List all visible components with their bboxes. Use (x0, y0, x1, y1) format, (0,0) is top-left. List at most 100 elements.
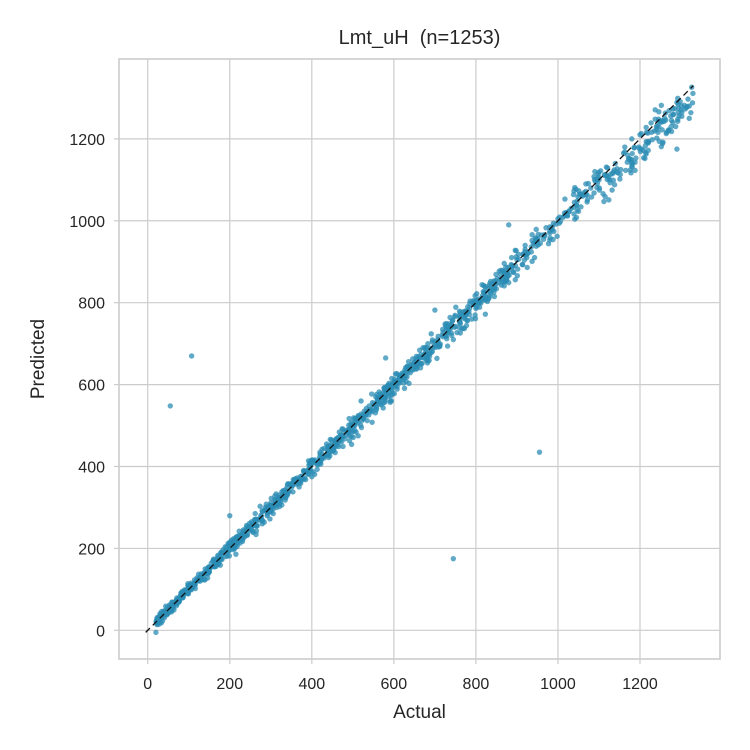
scatter-point (382, 388, 389, 394)
scatter-point (346, 438, 353, 444)
scatter-point (529, 237, 535, 244)
scatter-point (276, 501, 283, 507)
scatter-point (493, 271, 499, 278)
scatter-point (470, 297, 477, 304)
scatter-point (215, 552, 221, 559)
scatter-point (226, 541, 233, 548)
scatter-point (355, 433, 361, 439)
scatter-point (591, 190, 597, 196)
scatter-point (253, 531, 259, 538)
scatter-point (433, 344, 439, 351)
scatter-point (450, 336, 457, 343)
scatter-point (622, 144, 628, 150)
scatter-point (529, 258, 535, 265)
scatter-point (222, 553, 228, 560)
scatter-point (556, 214, 563, 220)
scatter-point (340, 443, 346, 450)
scatter-point (628, 170, 634, 176)
scatter-point (434, 355, 440, 362)
scatter-point (227, 547, 233, 553)
scatter-point (683, 105, 690, 111)
scatter-point (515, 266, 521, 272)
scatter-point (466, 308, 472, 314)
scatter-point (369, 419, 375, 425)
scatter-point (227, 512, 233, 519)
scatter-point (600, 191, 606, 197)
scatter-point (503, 277, 509, 284)
scatter-point (491, 293, 498, 300)
x-tick-label: 1200 (622, 676, 658, 693)
scatter-point (421, 355, 427, 361)
scatter-point (640, 147, 646, 154)
scatter-point (573, 214, 580, 221)
scatter-point (285, 481, 291, 487)
scatter-point (658, 102, 665, 108)
scatter-point (576, 191, 582, 197)
scatter-point (524, 264, 530, 271)
scatter-point (442, 322, 449, 329)
scatter-point (509, 265, 515, 271)
scatter-point (613, 169, 620, 175)
scatter-point (373, 407, 379, 413)
x-tick-label: 0 (143, 676, 152, 693)
scatter-point (474, 290, 480, 297)
scatter-point (179, 594, 185, 600)
scatter-point (296, 484, 302, 490)
scatter-point (357, 422, 364, 428)
scatter-point (659, 127, 665, 133)
scatter-point (672, 123, 679, 130)
scatter-point (368, 406, 374, 413)
scatter-point (675, 116, 681, 122)
scatter-point (251, 522, 258, 529)
scatter-point (553, 221, 559, 227)
scatter-point (508, 254, 515, 261)
y-tick-label: 600 (78, 378, 105, 395)
scatter-point (239, 536, 246, 543)
scatter-point (472, 312, 478, 318)
scatter-point (325, 443, 331, 449)
x-tick-label: 400 (298, 676, 325, 693)
scatter-point (449, 317, 456, 323)
chart-title: Lmt_uH (n=1253) (339, 27, 501, 49)
scatter-point (404, 363, 411, 369)
scatter-point (267, 516, 273, 522)
scatter-point (198, 576, 205, 583)
axis-ticks: 0 200 400 600 800 1000 1200 0 200 400 600 800 1000 12… (69, 132, 657, 693)
scatter-point (686, 115, 692, 122)
scatter-point (387, 398, 394, 404)
scatter-point (432, 307, 438, 313)
scatter-point (597, 168, 604, 174)
scatter-point (439, 326, 446, 333)
scatter-point (649, 136, 656, 143)
scatter-point (596, 187, 603, 193)
scatter-point (601, 198, 607, 205)
scatter-point (622, 167, 629, 174)
scatter-point (656, 138, 662, 145)
scatter-point (668, 113, 674, 119)
scatter-point (169, 607, 175, 613)
scatter-point (561, 213, 568, 219)
scatter-point (482, 284, 488, 290)
scatter-point (362, 413, 369, 419)
scatter-point (617, 176, 623, 182)
scatter-point (679, 113, 685, 120)
scatter-point (158, 620, 164, 626)
scatter-point (642, 143, 649, 149)
scatter-point (327, 436, 333, 443)
scatter-point (629, 136, 635, 142)
scatter-point (384, 383, 390, 389)
scatter-point (163, 611, 169, 618)
scatter-point (386, 393, 392, 400)
scatter-point (591, 173, 597, 180)
scatter-point (264, 511, 271, 517)
scatter-point (550, 236, 556, 243)
scatter-point (325, 451, 332, 457)
scatter-point (305, 458, 312, 464)
scatter-point (233, 551, 239, 557)
scatter-point (514, 272, 521, 279)
scatter-point (554, 233, 560, 240)
scatter-point (678, 103, 685, 109)
scatter-point (263, 501, 269, 507)
scatter-point (490, 285, 496, 292)
scatter-point (252, 510, 258, 517)
